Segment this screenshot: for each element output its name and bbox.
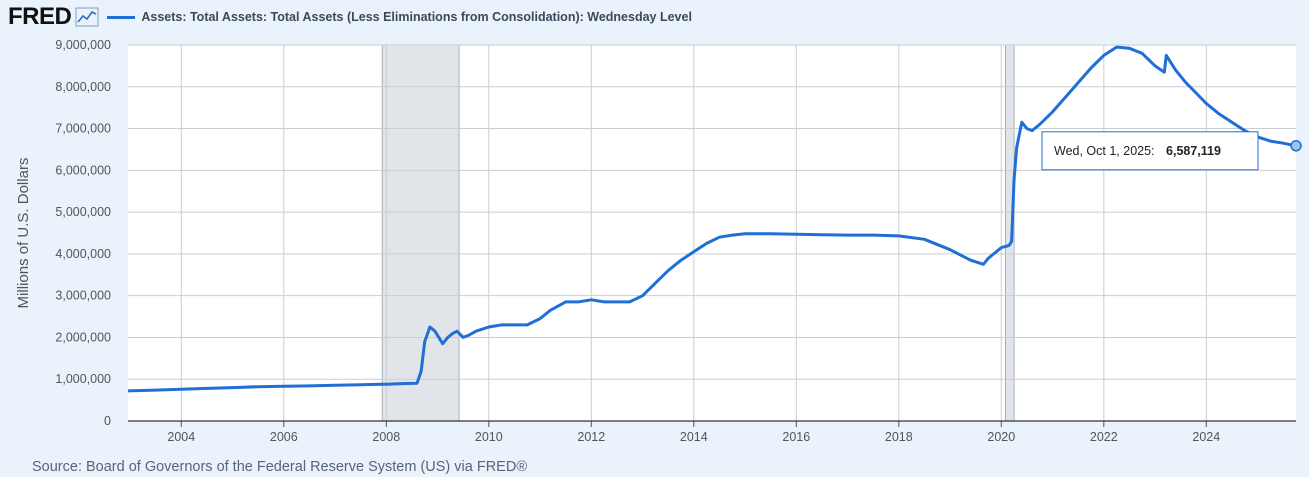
fred-logo[interactable]: FRED (8, 3, 72, 30)
y-tick-label: 4,000,000 (55, 247, 111, 261)
y-tick-label: 2,000,000 (55, 330, 111, 344)
x-tick-label: 2022 (1090, 430, 1118, 444)
series-line[interactable] (127, 45, 1297, 393)
y-axis-label: Millions of U.S. Dollars (15, 158, 32, 309)
line-chart-icon (75, 7, 99, 27)
y-tick-label: 6,000,000 (55, 163, 111, 177)
x-tick-label: 2016 (782, 430, 810, 444)
x-tick-label: 2012 (577, 430, 605, 444)
y-tick-label: 7,000,000 (55, 122, 111, 136)
y-tick-label: 9,000,000 (55, 38, 111, 52)
y-tick-label: 8,000,000 (55, 80, 111, 94)
y-tick-label: 5,000,000 (55, 205, 111, 219)
x-tick-label: 2024 (1192, 430, 1220, 444)
hover-point[interactable] (1290, 140, 1302, 152)
x-tick-label: 2004 (167, 430, 195, 444)
x-tick-label: 2014 (680, 430, 708, 444)
tooltip: Wed, Oct 1, 2025: 6,587,119 (1041, 131, 1259, 171)
plot-area (128, 45, 1296, 421)
source-note: Source: Board of Governors of the Federa… (32, 459, 528, 475)
x-axis-ticks: 2004 2006 2008 2010 2012 2014 2016 2018 2020 2022… (167, 421, 1220, 444)
x-tick-label: 2008 (372, 430, 400, 444)
series-title[interactable]: Assets: Total Assets: Total Assets (Less… (141, 10, 692, 24)
legend-line-swatch (107, 15, 136, 19)
x-tick-label: 2018 (885, 430, 913, 444)
y-axis-ticks: 0 1,000,000 2,000,000 3,000,000 4,000,000 5,0… (55, 38, 111, 428)
chart-header: FRED Assets: Total Assets: Total Assets … (8, 3, 692, 30)
x-tick-label: 2020 (987, 430, 1015, 444)
y-tick-label: 3,000,000 (55, 289, 111, 303)
x-tick-label: 2006 (270, 430, 298, 444)
tooltip-value: 6,587,119 (1166, 144, 1221, 158)
x-tick-label: 2010 (475, 430, 503, 444)
tooltip-box (1041, 131, 1259, 171)
y-tick-label: 0 (104, 414, 111, 428)
tooltip-text: Wed, Oct 1, 2025: 6,587,119 (1054, 144, 1221, 158)
tooltip-date: Wed, Oct 1, 2025: (1054, 144, 1155, 158)
y-tick-label: 1,000,000 (55, 372, 111, 386)
